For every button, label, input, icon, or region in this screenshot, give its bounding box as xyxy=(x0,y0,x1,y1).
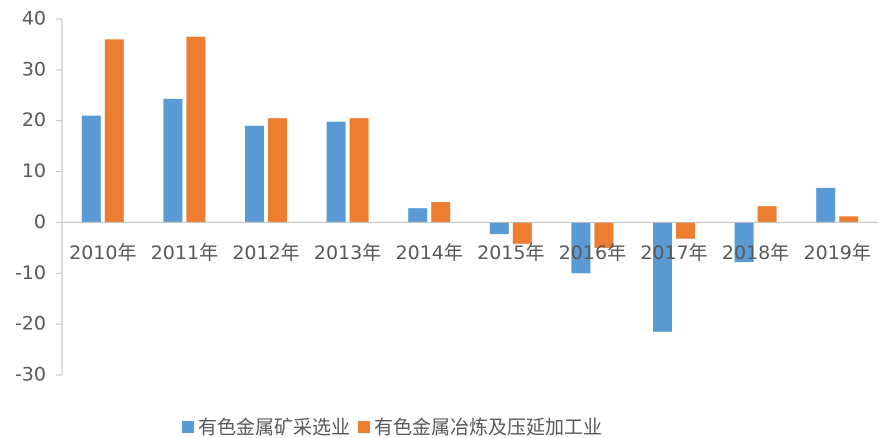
bar xyxy=(653,222,672,332)
bar xyxy=(839,216,859,223)
x-tick-label: 2019年 xyxy=(804,242,871,264)
bar xyxy=(245,125,264,223)
bar xyxy=(431,202,451,223)
bar xyxy=(104,39,124,223)
x-tick-label: 2010年 xyxy=(69,242,136,264)
legend-swatch xyxy=(358,421,371,433)
x-tick-label: 2017年 xyxy=(640,242,707,264)
bar xyxy=(676,222,695,239)
bar xyxy=(816,187,836,223)
y-tick-label: 10 xyxy=(22,160,46,182)
x-tick-label: 2018年 xyxy=(722,242,789,264)
bar xyxy=(757,206,777,223)
x-tick-label: 2015年 xyxy=(477,242,544,264)
legend-label: 有色金属冶炼及压延加工业 xyxy=(374,417,602,438)
x-tick-label: 2013年 xyxy=(314,242,381,264)
bar xyxy=(489,222,509,235)
bar xyxy=(81,115,101,223)
y-tick-label: 30 xyxy=(22,58,46,80)
y-tick-label: 40 xyxy=(22,8,46,30)
x-tick-label: 2014年 xyxy=(396,242,463,264)
bar xyxy=(186,36,206,223)
bar xyxy=(268,118,287,223)
bar xyxy=(734,222,754,263)
y-tick-label: 20 xyxy=(22,109,46,131)
legend-label: 有色金属矿采选业 xyxy=(198,417,350,438)
x-tick-label: 2011年 xyxy=(151,242,218,264)
x-tick-label: 2016年 xyxy=(559,242,626,264)
bar xyxy=(571,222,591,274)
legend-swatch xyxy=(182,421,194,433)
bar xyxy=(349,118,369,223)
bar xyxy=(512,222,532,244)
bar xyxy=(163,98,183,223)
y-tick-label: -20 xyxy=(15,313,46,335)
bar xyxy=(594,222,614,248)
bar xyxy=(326,121,346,223)
y-tick-label: -10 xyxy=(15,262,46,284)
y-tick-label: -30 xyxy=(15,364,46,386)
x-tick-label: 2012年 xyxy=(232,242,299,264)
y-tick-label: 0 xyxy=(34,211,46,233)
bar xyxy=(408,208,428,223)
legend: 有色金属矿采选业 有色金属冶炼及压延加工业 xyxy=(182,417,602,438)
